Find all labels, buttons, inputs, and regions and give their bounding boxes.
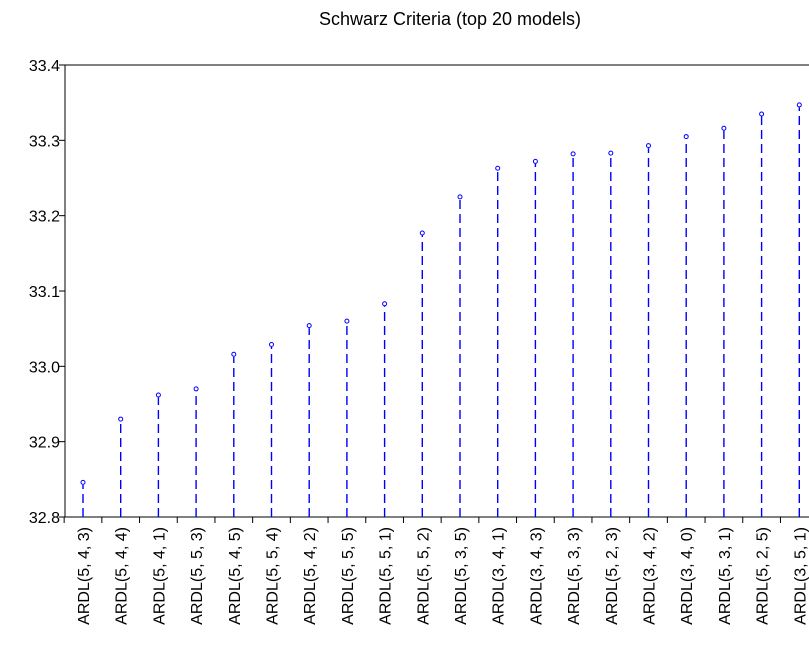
data-point bbox=[759, 111, 765, 117]
y-tick-label: 33.0 bbox=[29, 359, 60, 376]
data-point bbox=[231, 351, 237, 357]
data-point bbox=[457, 194, 463, 200]
data-point bbox=[118, 416, 124, 422]
data-point bbox=[608, 150, 614, 156]
x-category-label: ARDL(3, 4, 0) bbox=[679, 527, 696, 625]
x-axis-ticks: ARDL(5, 4, 3) ARDL(5, 4, 4) ARDL(5, 4, 1) A… bbox=[63, 517, 809, 625]
data-point bbox=[155, 392, 161, 398]
x-category-label: ARDL(5, 5, 4) bbox=[265, 527, 282, 625]
data-point bbox=[382, 301, 388, 307]
x-category-label: ARDL(5, 3, 1) bbox=[717, 527, 734, 625]
data-point bbox=[495, 165, 501, 171]
x-category-label: ARDL(3, 4, 3) bbox=[528, 527, 545, 625]
x-category-label: ARDL(5, 4, 2) bbox=[302, 527, 319, 625]
x-category-label: ARDL(3, 4, 1) bbox=[491, 527, 508, 625]
chart-title: Schwarz Criteria (top 20 models) bbox=[318, 9, 582, 29]
x-category-label: ARDL(5, 3, 5) bbox=[453, 527, 470, 625]
y-tick-label: 33.1 bbox=[29, 284, 60, 301]
y-tick-label: 33.3 bbox=[29, 133, 60, 150]
x-category-label: ARDL(5, 5, 2) bbox=[415, 527, 432, 625]
y-tick-label: 32.9 bbox=[29, 435, 60, 452]
x-category-label: ARDL(5, 3, 3) bbox=[566, 527, 583, 625]
data-point bbox=[570, 151, 576, 157]
data-point bbox=[721, 125, 727, 131]
x-category-label: ARDL(5, 4, 4) bbox=[114, 527, 131, 625]
x-category-label: ARDL(5, 5, 5) bbox=[340, 527, 357, 625]
x-category-label: ARDL(3, 4, 2) bbox=[642, 527, 659, 625]
x-category-label: ARDL(3, 5, 1) bbox=[792, 527, 809, 625]
x-category-label: ARDL(5, 4, 1) bbox=[151, 527, 168, 625]
x-category-label: ARDL(5, 5, 1) bbox=[378, 527, 395, 625]
data-point bbox=[306, 323, 312, 329]
x-category-label: ARDL(5, 2, 5) bbox=[755, 527, 772, 625]
data-point bbox=[683, 134, 689, 140]
x-category-label: ARDL(5, 5, 3) bbox=[189, 527, 206, 625]
data-point bbox=[193, 386, 199, 392]
y-tick-label: 33.2 bbox=[29, 209, 60, 226]
data-point bbox=[269, 341, 274, 347]
y-tick-label: 33.4 bbox=[29, 58, 60, 75]
y-tick-label: 32.8 bbox=[29, 510, 60, 527]
x-category-label: ARDL(5, 4, 5) bbox=[227, 527, 244, 625]
data-point bbox=[532, 158, 538, 164]
data-marks bbox=[80, 102, 802, 517]
data-point bbox=[796, 102, 802, 108]
y-axis-ticks: 32.8 32.9 33.0 33.1 33.2 33.3 33.4 bbox=[29, 58, 65, 527]
chart-axes bbox=[64, 64, 809, 518]
x-category-label: ARDL(5, 4, 3) bbox=[76, 527, 93, 625]
data-point bbox=[344, 318, 350, 324]
data-point bbox=[419, 230, 425, 236]
x-category-label: ARDL(5, 2, 3) bbox=[604, 527, 621, 625]
data-point bbox=[80, 479, 86, 485]
data-point bbox=[646, 143, 651, 149]
